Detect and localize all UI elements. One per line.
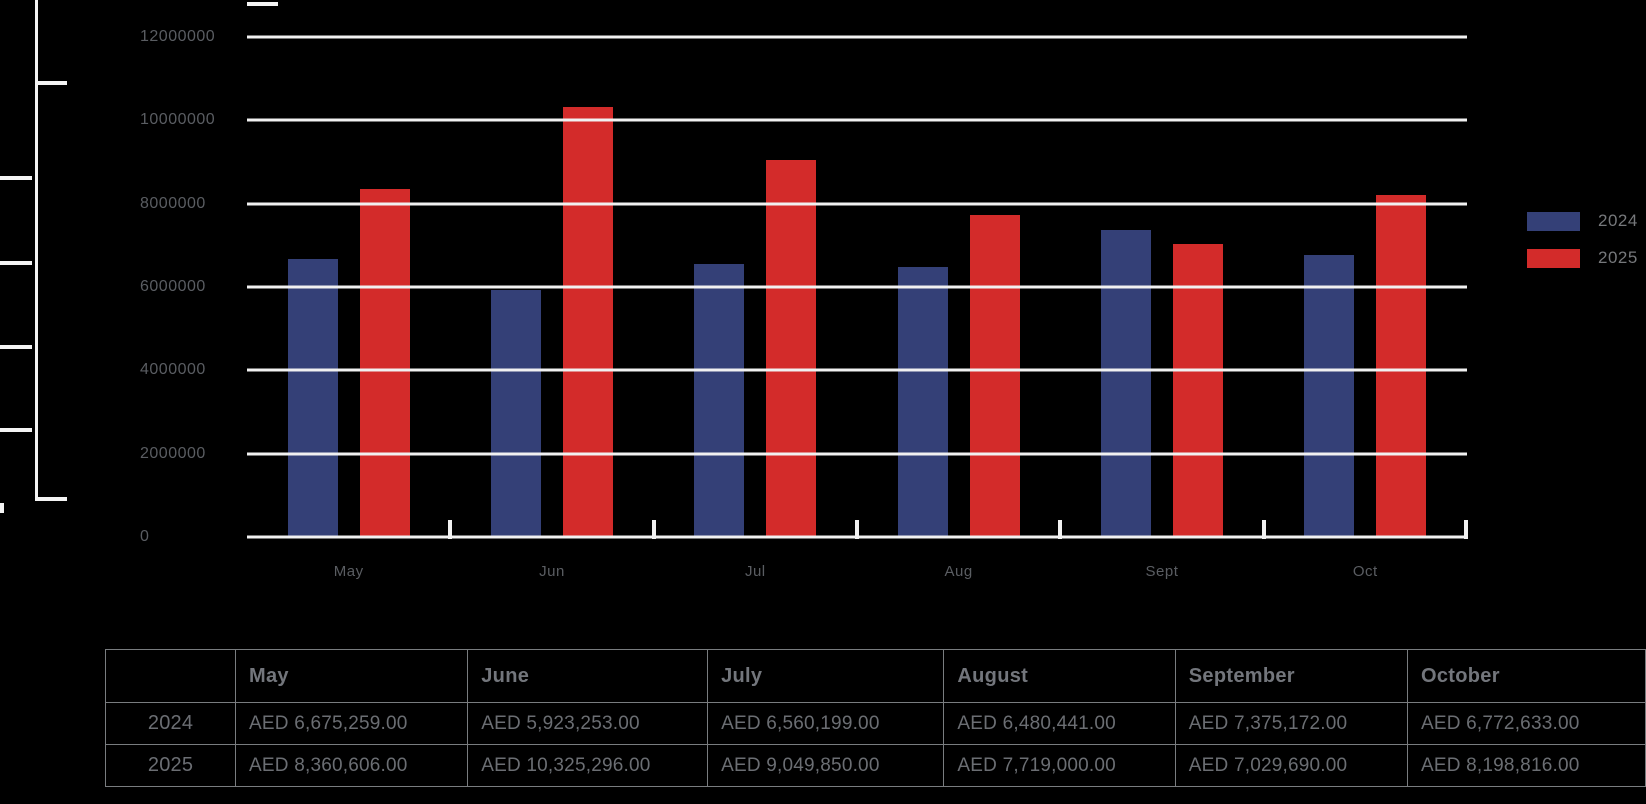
bar-2025-oct[interactable] bbox=[1376, 195, 1427, 537]
bar-group-jun bbox=[450, 37, 653, 537]
bar-2024-jun[interactable] bbox=[490, 290, 541, 537]
x-axis-end-tick bbox=[1464, 520, 1468, 539]
y-axis-tick-label: 2000000 bbox=[140, 444, 206, 462]
left-axis-tick-4 bbox=[0, 428, 32, 432]
table-cell: AED 10,325,296.00 bbox=[467, 744, 709, 787]
table-cell: AED 7,375,172.00 bbox=[1174, 702, 1409, 745]
bar-groups bbox=[247, 37, 1467, 537]
x-axis-label-oct: Oct bbox=[1352, 563, 1378, 580]
table-header-june: June bbox=[467, 649, 709, 703]
table-row-2025: 2025 AED 8,360,606.00 AED 10,325,296.00 AED… bbox=[104, 744, 1646, 787]
y-axis-tick-label: 0 bbox=[140, 528, 150, 545]
x-axis-boundary-tick bbox=[1058, 520, 1063, 539]
table-header: May June July August September October bbox=[104, 649, 1646, 703]
bar-2024-oct[interactable] bbox=[1304, 254, 1355, 537]
plot-area bbox=[247, 35, 1468, 539]
table-cell: AED 6,772,633.00 bbox=[1407, 702, 1646, 745]
legend-item-2025[interactable]: 2025 bbox=[1527, 248, 1638, 268]
table-cell: AED 8,360,606.00 bbox=[235, 744, 469, 787]
x-axis-boundary-tick bbox=[1261, 520, 1266, 539]
top-clipped-gridline bbox=[247, 2, 278, 6]
bar-2024-may[interactable] bbox=[287, 258, 338, 537]
y-axis-tick-label: 6000000 bbox=[140, 278, 206, 295]
table-header-september: September bbox=[1174, 649, 1409, 703]
legend-label: 2025 bbox=[1598, 248, 1638, 267]
bar-group-aug bbox=[857, 37, 1060, 537]
y-axis-tick-label: 12000000 bbox=[140, 28, 216, 45]
x-axis-label-jun: Jun bbox=[539, 563, 565, 580]
legend-swatch-2024 bbox=[1527, 211, 1580, 231]
table-cell: AED 8,198,816.00 bbox=[1407, 744, 1646, 787]
bar-2025-sept[interactable] bbox=[1172, 244, 1223, 537]
table-cell: AED 7,029,690.00 bbox=[1174, 744, 1409, 787]
row-label-2024: 2024 bbox=[104, 702, 237, 745]
table-cell: AED 6,560,199.00 bbox=[707, 702, 945, 745]
x-axis-boundary-tick bbox=[855, 520, 859, 539]
left-axis-tick-2 bbox=[0, 261, 32, 265]
x-axis-label-sept: Sept bbox=[1145, 563, 1179, 580]
bar-2025-jul[interactable] bbox=[766, 159, 817, 537]
legend-swatch-2025 bbox=[1527, 248, 1580, 268]
table-cell: AED 6,480,441.00 bbox=[943, 702, 1176, 745]
gridline bbox=[247, 35, 1467, 39]
gridline bbox=[247, 368, 1467, 372]
legend-label: 2024 bbox=[1598, 211, 1638, 230]
table-header-august: August bbox=[943, 649, 1176, 703]
gridline bbox=[247, 285, 1467, 289]
x-axis-labels: May Jun Jul Aug Sept Oct bbox=[247, 563, 1467, 580]
x-axis-label-aug: Aug bbox=[944, 563, 973, 580]
left-axis-tick-right bbox=[38, 81, 67, 85]
gridline bbox=[247, 118, 1467, 122]
x-axis-boundary-tick bbox=[651, 520, 656, 539]
x-axis-boundary-tick bbox=[448, 520, 453, 539]
legend-item-2024[interactable]: 2024 bbox=[1527, 211, 1638, 231]
bar-2024-jul[interactable] bbox=[694, 263, 745, 537]
table-header-row: May June July August September October bbox=[104, 649, 1646, 703]
left-axis-tick-3 bbox=[0, 345, 32, 349]
chart-legend: 2024 2025 bbox=[1527, 211, 1638, 285]
left-edge-mark bbox=[0, 503, 4, 513]
bar-2025-aug[interactable] bbox=[969, 215, 1020, 537]
table-cell: AED 9,049,850.00 bbox=[707, 744, 945, 787]
x-axis-label-may: May bbox=[333, 563, 364, 580]
table-header-empty bbox=[104, 649, 237, 703]
gridline bbox=[247, 202, 1467, 206]
table-header-may: May bbox=[235, 649, 469, 703]
table-row-2024: 2024 AED 6,675,259.00 AED 5,923,253.00 AED … bbox=[104, 702, 1646, 745]
bar-2025-jun[interactable] bbox=[562, 106, 613, 537]
bar-2025-may[interactable] bbox=[359, 188, 410, 537]
y-axis-tick-label: 4000000 bbox=[140, 361, 206, 379]
bar-2024-aug[interactable] bbox=[897, 266, 948, 537]
bar-group-sept bbox=[1060, 37, 1263, 537]
table-header-october: October bbox=[1407, 649, 1646, 703]
values-table: May June July August September October 2024 AE… bbox=[104, 649, 1646, 787]
bar-group-may bbox=[247, 37, 450, 537]
table-cell: AED 6,675,259.00 bbox=[235, 702, 469, 745]
left-axis-tick-1 bbox=[0, 176, 32, 180]
table-cell: AED 7,719,000.00 bbox=[943, 744, 1176, 787]
y-axis-tick-label: 8000000 bbox=[140, 194, 206, 212]
y-axis-tick-label: 10000000 bbox=[140, 111, 216, 129]
x-axis-label-jul: Jul bbox=[744, 563, 766, 580]
bar-2024-sept[interactable] bbox=[1100, 229, 1151, 537]
bar-group-oct bbox=[1264, 37, 1467, 537]
gridline bbox=[247, 452, 1467, 456]
bar-group-jul bbox=[654, 37, 857, 537]
table-cell: AED 5,923,253.00 bbox=[467, 702, 709, 745]
row-label-2025: 2025 bbox=[104, 744, 237, 787]
table-body: 2024 AED 6,675,259.00 AED 5,923,253.00 AED … bbox=[104, 702, 1646, 787]
left-axis-corner bbox=[35, 497, 67, 501]
left-axis-line bbox=[35, 0, 38, 500]
table-header-july: July bbox=[707, 649, 945, 703]
